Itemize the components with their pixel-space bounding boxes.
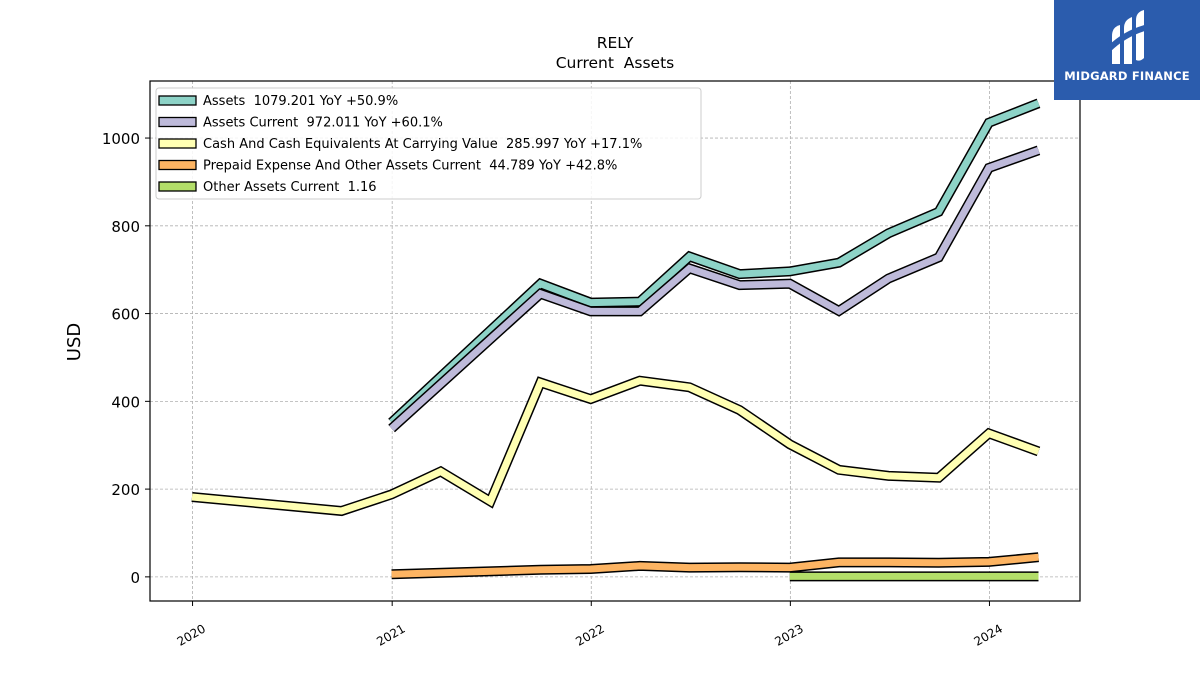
series-line-1 — [389, 147, 1040, 432]
y-tick-label: 0 — [130, 569, 140, 587]
legend-label: Prepaid Expense And Other Assets Current… — [203, 159, 617, 174]
series-line-2 — [191, 377, 1040, 515]
legend-swatch — [158, 116, 197, 128]
y-tick-label: 200 — [111, 481, 140, 499]
legend-box — [155, 87, 702, 200]
plot-frame — [149, 80, 1081, 602]
legend-swatch — [158, 95, 197, 106]
midgard-logo-icon — [1108, 10, 1148, 64]
legend-label: Assets 1079.201 YoY +50.9% — [203, 94, 398, 109]
chart-title: RELY — [597, 34, 634, 52]
y-axis-label: USD — [64, 323, 85, 361]
legend: Assets 1079.201 YoY +50.9% Assets Current… — [155, 87, 702, 200]
legend-swatch — [158, 181, 197, 192]
x-tick-label: 2022 — [573, 621, 606, 648]
brand-name: MIDGARD FINANCE — [1064, 69, 1190, 83]
y-tick-label: 600 — [111, 306, 140, 324]
series-line-3 — [391, 553, 1039, 578]
y-tick-label: 800 — [111, 218, 140, 236]
series-outline-2 — [191, 375, 1041, 517]
series-line-0 — [389, 100, 1040, 425]
legend-label: Assets Current 972.011 YoY +60.1% — [203, 116, 443, 131]
brand-logo: MIDGARD FINANCE — [1054, 0, 1200, 100]
x-tick-label: 2020 — [175, 621, 208, 648]
legend-swatch — [158, 159, 197, 171]
legend-swatch — [158, 138, 197, 149]
y-tick-label: 1000 — [102, 130, 140, 148]
legend-label: Cash And Cash Equivalents At Carrying Va… — [203, 137, 642, 152]
x-tick-label: 2021 — [374, 621, 407, 648]
x-tick-label: 2024 — [972, 621, 1005, 648]
legend-label: Other Assets Current 1.16 — [203, 180, 377, 195]
chart-subtitle: Current Assets — [556, 54, 675, 72]
x-tick-label: 2023 — [772, 621, 805, 648]
y-tick-label: 400 — [111, 393, 140, 411]
series-lines — [191, 98, 1041, 582]
